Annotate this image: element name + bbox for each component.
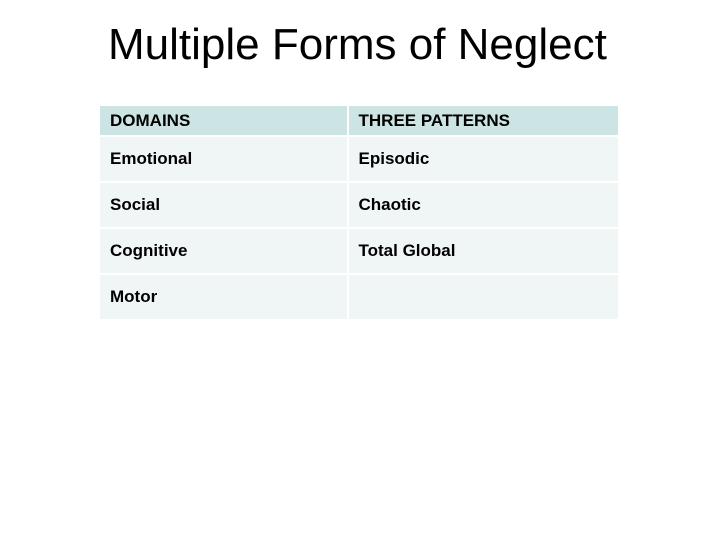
col-header-patterns: THREE PATTERNS: [348, 106, 619, 136]
cell-domain: Cognitive: [100, 228, 348, 274]
cell-pattern: [348, 274, 619, 320]
cell-pattern: Chaotic: [348, 182, 619, 228]
cell-domain: Social: [100, 182, 348, 228]
col-header-domains: DOMAINS: [100, 106, 348, 136]
cell-domain: Motor: [100, 274, 348, 320]
table-row: Motor: [100, 274, 619, 320]
table-row: Emotional Episodic: [100, 136, 619, 182]
slide: Multiple Forms of Neglect DOMAINS THREE …: [0, 0, 720, 540]
table-row: Social Chaotic: [100, 182, 619, 228]
neglect-table: DOMAINS THREE PATTERNS Emotional Episodi…: [100, 106, 620, 321]
slide-title: Multiple Forms of Neglect: [108, 20, 607, 70]
table-row: Cognitive Total Global: [100, 228, 619, 274]
cell-pattern: Total Global: [348, 228, 619, 274]
table-header-row: DOMAINS THREE PATTERNS: [100, 106, 619, 136]
cell-domain: Emotional: [100, 136, 348, 182]
cell-pattern: Episodic: [348, 136, 619, 182]
